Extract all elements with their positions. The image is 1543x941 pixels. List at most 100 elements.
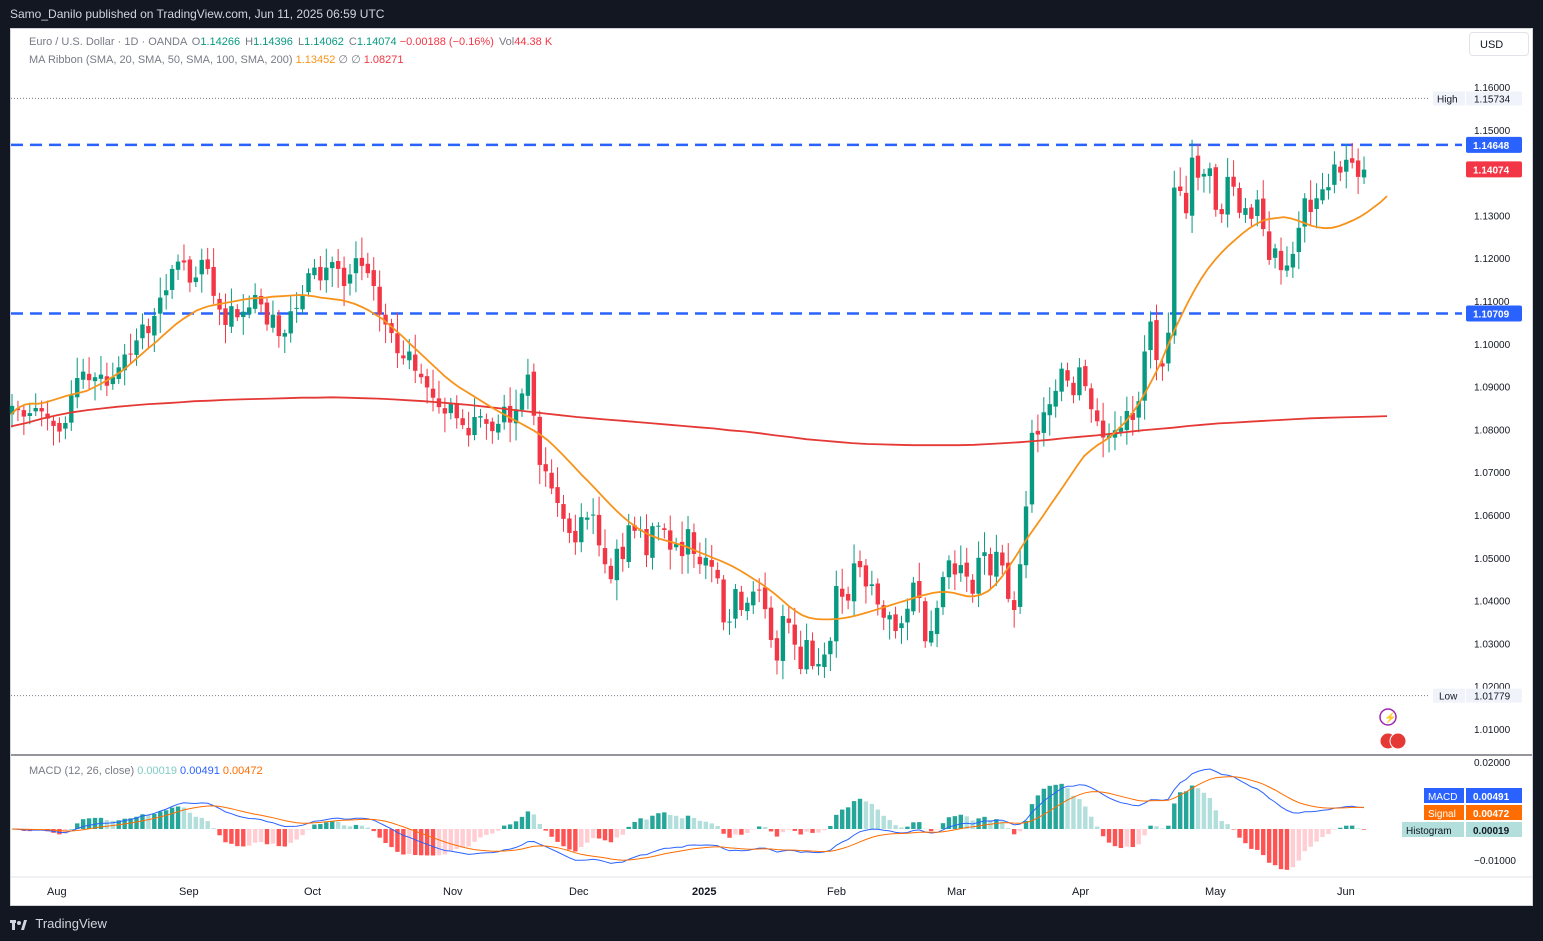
macd-histogram-bar bbox=[739, 829, 744, 835]
macd-histogram-bar bbox=[668, 814, 673, 829]
candle-body bbox=[86, 373, 92, 381]
candle-body bbox=[1148, 321, 1153, 351]
macd-histogram-bar bbox=[537, 823, 542, 829]
macd-histogram-bar bbox=[1225, 824, 1230, 829]
price-tick-label: 1.13000 bbox=[1474, 211, 1511, 222]
macd-histogram-bar bbox=[596, 829, 602, 839]
chart-panel[interactable]: Euro / U.S. Dollar · 1D · OANDA O1.14266… bbox=[10, 28, 1533, 906]
candle-body bbox=[472, 416, 477, 436]
candle-body bbox=[187, 259, 193, 283]
low-value: 1.14062 bbox=[304, 36, 344, 48]
candle-body bbox=[57, 422, 62, 432]
candle-body bbox=[1183, 192, 1189, 214]
macd-histogram-bar bbox=[1094, 826, 1100, 829]
time-tick-label: Apr bbox=[1072, 886, 1089, 898]
macd-value-box bbox=[1466, 805, 1522, 820]
macd-histogram-bar bbox=[193, 816, 199, 829]
macd-histogram-bar bbox=[229, 829, 234, 844]
candle-body bbox=[407, 351, 412, 361]
macd-histogram-bar bbox=[1059, 783, 1064, 829]
candle-body bbox=[442, 408, 448, 414]
macd-histogram-bar bbox=[223, 829, 228, 843]
candle-body bbox=[792, 624, 797, 645]
candle-body bbox=[1225, 176, 1230, 215]
macd-histogram-bar bbox=[964, 816, 969, 829]
candle-body bbox=[258, 295, 264, 305]
candle-body bbox=[175, 261, 181, 270]
macd-histogram-bar bbox=[324, 822, 329, 829]
macd-histogram-bar bbox=[519, 816, 525, 829]
candle-body bbox=[448, 402, 454, 414]
candle-body bbox=[181, 260, 187, 263]
candle-body bbox=[1296, 227, 1302, 252]
macd-value-box bbox=[1466, 788, 1522, 803]
macd-histogram-bar bbox=[940, 823, 946, 829]
macd-histogram-bar bbox=[377, 829, 382, 838]
macd-histogram-bar bbox=[774, 829, 780, 837]
macd-histogram-bar bbox=[887, 819, 892, 829]
open-label: O bbox=[191, 36, 201, 48]
macd-histogram-bar bbox=[857, 798, 863, 829]
macd-histogram-bar bbox=[1083, 806, 1088, 829]
macd-histogram-bar bbox=[1154, 826, 1159, 829]
candle-body bbox=[721, 579, 726, 623]
candle-body bbox=[632, 525, 637, 531]
macd-histogram-bar bbox=[1213, 810, 1218, 829]
price-tick-label: 1.11000 bbox=[1474, 297, 1510, 308]
macd-histogram-bar bbox=[1219, 821, 1224, 829]
macd-histogram-bar bbox=[727, 829, 732, 838]
macd-histogram-bar bbox=[128, 818, 133, 829]
macd-histogram-bar bbox=[341, 825, 347, 829]
macd-histogram-bar bbox=[1320, 829, 1325, 838]
macd-value-box bbox=[1466, 822, 1522, 837]
candle-body bbox=[869, 584, 875, 587]
time-tick-label: Dec bbox=[569, 886, 589, 898]
macd-histogram-bar bbox=[187, 812, 193, 829]
candle-body bbox=[69, 395, 74, 423]
candle-body bbox=[199, 259, 204, 275]
macd-histogram-bar bbox=[798, 829, 803, 835]
macd-histogram-bar bbox=[567, 829, 572, 850]
macd-histogram-bar bbox=[822, 829, 827, 831]
symbol-title[interactable]: Euro / U.S. Dollar · 1D · OANDA bbox=[29, 36, 187, 48]
candle-body bbox=[395, 333, 400, 354]
candle-body bbox=[235, 309, 240, 318]
candle-body bbox=[454, 402, 459, 419]
macd-histogram-bar bbox=[507, 824, 513, 829]
macd-histogram-bar bbox=[1017, 829, 1023, 832]
macd-histogram-bar bbox=[745, 829, 750, 833]
macd-histogram-bar bbox=[466, 829, 471, 847]
macd-histogram-bar bbox=[1237, 829, 1242, 838]
candle-body bbox=[822, 654, 827, 667]
ma200-line bbox=[10, 396, 1388, 447]
low-value-box bbox=[1466, 688, 1522, 703]
candle-body bbox=[893, 614, 898, 631]
candle-body bbox=[1243, 208, 1248, 215]
macd-histogram-bar bbox=[602, 829, 608, 841]
macd-title[interactable]: MACD (12, 26, close) bbox=[29, 765, 135, 777]
macd-histogram-bar bbox=[786, 829, 792, 830]
macd-histogram-bar bbox=[834, 814, 839, 829]
candle-body bbox=[958, 565, 963, 574]
candle-body bbox=[555, 487, 560, 504]
close-label: C bbox=[348, 36, 357, 48]
macd-histogram-bar bbox=[840, 809, 845, 829]
candle-body bbox=[602, 548, 608, 565]
candle-body bbox=[490, 421, 495, 432]
candle-body bbox=[1094, 410, 1100, 422]
candle-body bbox=[330, 262, 335, 269]
macd-histogram-bar bbox=[1071, 795, 1076, 829]
macd-histogram-bar bbox=[1290, 829, 1296, 868]
price-tick-label: 1.01000 bbox=[1474, 725, 1511, 736]
macd-histogram-bar bbox=[247, 829, 252, 846]
ma-ribbon-title[interactable]: MA Ribbon (SMA, 20, SMA, 50, SMA, 100, S… bbox=[29, 54, 293, 66]
candle-body bbox=[691, 532, 697, 554]
macd-histogram-bar bbox=[294, 829, 299, 840]
currency-button[interactable]: USD bbox=[1469, 32, 1529, 56]
candle-body bbox=[1047, 404, 1052, 416]
macd-histogram-bar bbox=[496, 829, 501, 831]
macd-histogram-bar bbox=[312, 824, 317, 829]
macd-histogram-bar bbox=[241, 829, 246, 847]
candle-body bbox=[371, 270, 376, 287]
candle-body bbox=[1255, 199, 1260, 216]
